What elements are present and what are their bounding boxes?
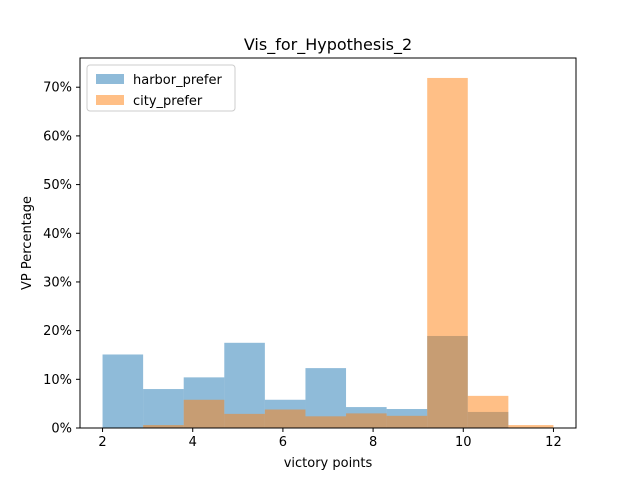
y-tick-label: 60% bbox=[43, 129, 72, 144]
legend-swatch-city_prefer bbox=[96, 95, 124, 105]
bar-harbor_prefer-1 bbox=[143, 389, 184, 428]
bar-city_prefer-5 bbox=[346, 413, 387, 428]
bar-city_prefer-9 bbox=[508, 425, 554, 428]
bar-city_prefer-1 bbox=[183, 399, 225, 428]
y-axis: 0% 10% 20% 30% 40% 50% 60% 70% bbox=[43, 81, 80, 437]
x-tick-label: 2 bbox=[98, 435, 106, 450]
y-tick-label: 20% bbox=[43, 324, 72, 339]
x-axis-label: victory points bbox=[284, 456, 373, 471]
chart-title: Vis_for_Hypothesis_2 bbox=[244, 35, 412, 55]
y-tick-label: 10% bbox=[43, 373, 72, 388]
x-axis: 2 4 6 8 10 12 bbox=[98, 428, 562, 450]
y-tick-label: 40% bbox=[43, 227, 72, 242]
x-tick-label: 8 bbox=[369, 435, 377, 450]
y-tick-label: 50% bbox=[43, 178, 72, 193]
bars-layer bbox=[102, 77, 554, 429]
bar-harbor_prefer-3 bbox=[224, 342, 265, 428]
x-tick-label: 10 bbox=[455, 435, 472, 450]
plot-frame bbox=[79, 57, 577, 429]
x-tick-label: 4 bbox=[189, 435, 197, 450]
bar-harbor_prefer-0 bbox=[102, 354, 144, 428]
legend-label-harbor_prefer: harbor_prefer bbox=[133, 73, 222, 88]
legend-label-city_prefer: city_prefer bbox=[133, 94, 203, 109]
bar-city_prefer-2 bbox=[224, 413, 265, 428]
bar-city_prefer-8 bbox=[467, 395, 509, 428]
y-tick-label: 0% bbox=[51, 422, 72, 437]
y-tick-label: 30% bbox=[43, 275, 72, 290]
legend: harbor_prefer city_prefer bbox=[86, 64, 236, 112]
x-tick-label: 6 bbox=[279, 435, 287, 450]
x-tick-label: 12 bbox=[545, 435, 562, 450]
legend-swatch-harbor_prefer bbox=[96, 74, 124, 84]
bar-city_prefer-0 bbox=[143, 425, 184, 428]
bar-city_prefer-3 bbox=[264, 409, 306, 428]
y-tick-label: 70% bbox=[43, 81, 72, 96]
bar-city_prefer-4 bbox=[305, 416, 347, 428]
bar-city_prefer-6 bbox=[386, 415, 428, 428]
y-axis-label: VP Percentage bbox=[20, 196, 35, 290]
bar-city_prefer-7 bbox=[427, 77, 468, 429]
